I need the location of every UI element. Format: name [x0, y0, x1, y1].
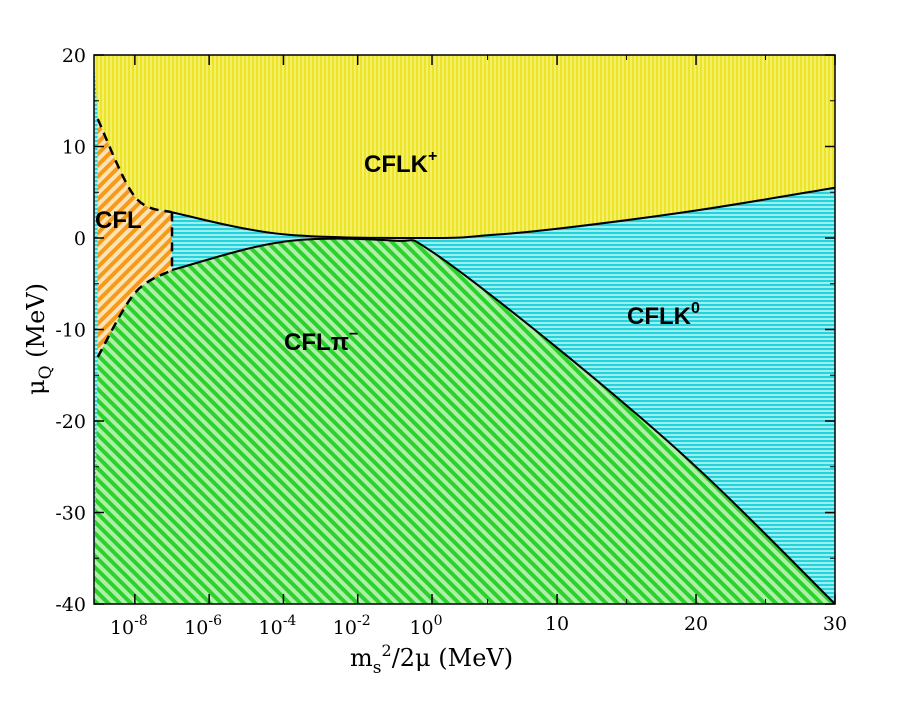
region-cflpi-minus	[94, 238, 835, 604]
x-axis-title: ms2/2μ (MeV)	[350, 641, 513, 678]
y-tick-label: 10	[62, 137, 86, 159]
x-tick-label: 10-4	[259, 613, 297, 639]
boundary-cfl-lower-dashed	[96, 268, 173, 358]
y-tick-label: -30	[55, 503, 86, 525]
y-tick-label: -20	[55, 411, 86, 433]
region-cfl	[97, 119, 172, 357]
y-tick-label: 0	[74, 228, 86, 250]
x-tick-label: 30	[823, 613, 847, 635]
region-cflk-plus	[94, 55, 835, 239]
x-tick-label: 20	[684, 613, 708, 635]
y-tick-label: -40	[55, 594, 86, 616]
y-axis: 20 10 0 -10 -20 -30 -40	[55, 45, 835, 616]
x-tick-label: 10-8	[110, 613, 148, 639]
label-cflpi-minus: CFLπ−	[284, 326, 358, 356]
x-tick-label: 10-6	[184, 613, 222, 639]
y-tick-label: 20	[62, 45, 86, 67]
x-tick-label: 10	[545, 613, 569, 635]
boundary-lower-line	[171, 237, 835, 604]
y-axis-title: μQ (MeV)	[22, 283, 56, 395]
boundary-upper-line	[171, 186, 835, 240]
label-cflk0: CFLK0	[627, 300, 700, 330]
label-cfl: CFL	[95, 207, 142, 234]
y-tick-label: -10	[55, 320, 86, 342]
x-axis: 10-8 10-6 10-4 10-2 100 10 20 30	[110, 55, 847, 639]
x-tick-label: 10-2	[333, 613, 371, 639]
boundary-cfl-upper-dashed	[96, 118, 173, 214]
x-tick-label: 100	[409, 613, 442, 639]
label-cflk-plus: CFLK+	[364, 148, 437, 178]
